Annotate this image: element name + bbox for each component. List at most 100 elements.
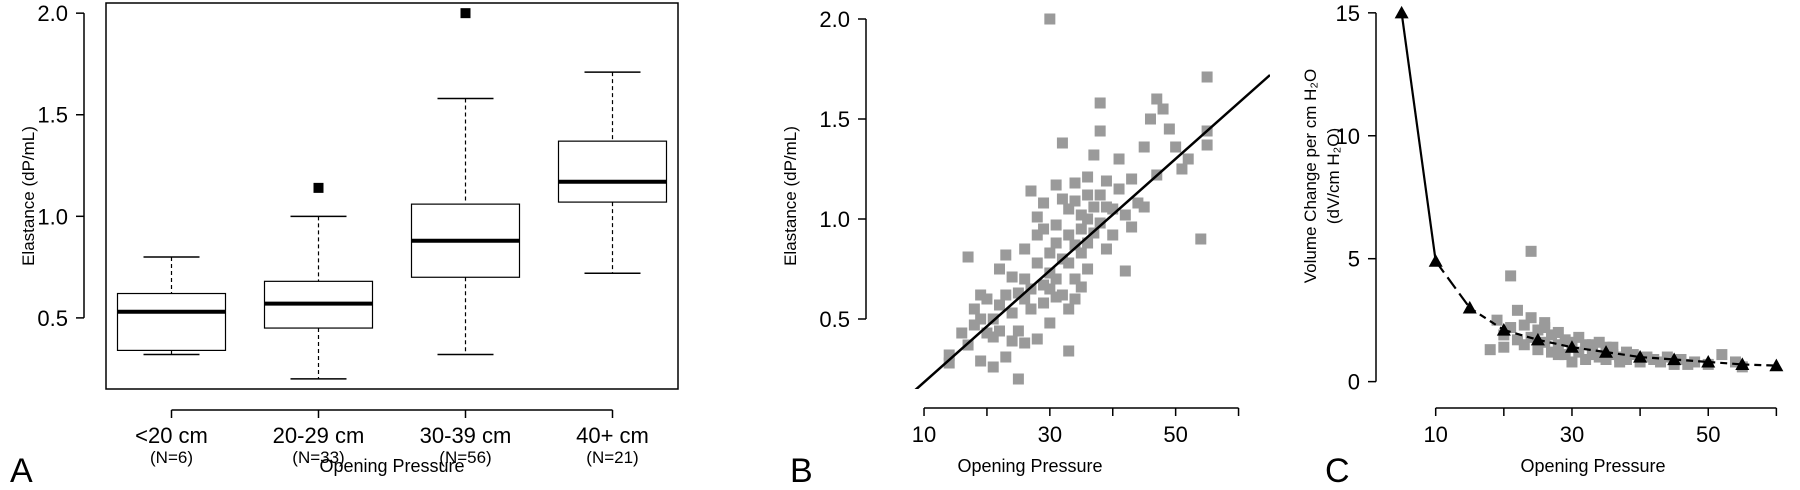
scatter-point [1689, 356, 1701, 368]
panel-a-frame [105, 2, 679, 390]
scatter-point [1525, 312, 1537, 324]
scatter-point [1648, 353, 1660, 365]
scatter-point [1006, 335, 1018, 347]
panel-b-x-tick-label: 10 [912, 422, 936, 447]
box-iqr [116, 292, 227, 351]
scatter-point [1050, 237, 1062, 249]
scatter-point [1031, 211, 1043, 223]
panel-a-count-label: (N=6) [150, 448, 193, 467]
scatter-point [1113, 153, 1125, 165]
scatter-point [1069, 273, 1081, 285]
scatter-point [1063, 257, 1075, 269]
scatter-point [1539, 322, 1551, 334]
scatter-point [1031, 229, 1043, 241]
scatter-point [1511, 304, 1523, 316]
scatter-point [1094, 189, 1106, 201]
panel-b-y-tick-label: 0.5 [819, 307, 850, 332]
panel-c-x-axis-label: Opening Pressure [1520, 456, 1665, 476]
scatter-point [987, 331, 999, 343]
scatter-point [1484, 344, 1496, 356]
panel-b-x-tick-label: 30 [1038, 422, 1062, 447]
scatter-point [994, 299, 1006, 311]
scatter-point [1498, 341, 1510, 353]
scatter-point [1539, 336, 1551, 348]
fitted-curve-point [1462, 300, 1477, 314]
scatter-point [1075, 281, 1087, 293]
scatter-point [1182, 153, 1194, 165]
scatter-point [1511, 334, 1523, 346]
scatter-point [1620, 353, 1632, 365]
scatter-point [1566, 356, 1578, 368]
scatter-point [1025, 283, 1037, 295]
scatter-point [1063, 203, 1075, 215]
panel-c: 0 5 10 15 10 30 50 Volume Change per cm H₂O (d… [1301, 1, 1784, 490]
scatter-point [1201, 71, 1213, 83]
panel-a-category-label: <20 cm [135, 423, 208, 448]
scatter-point [1044, 317, 1056, 329]
scatter-point [1505, 322, 1517, 334]
scatter-point [1063, 229, 1075, 241]
scatter-point [1056, 137, 1068, 149]
panel-a-category-label: 20-29 cm [273, 423, 365, 448]
scatter-point [1546, 346, 1558, 358]
scatter-point [1050, 179, 1062, 191]
scatter-point [1056, 193, 1068, 205]
scatter-point [943, 357, 955, 369]
panel-a-count-label: (N=33) [292, 448, 344, 467]
scatter-point [1546, 329, 1558, 341]
box-outlier-point [313, 182, 324, 193]
scatter-point [987, 313, 999, 325]
scatter-point [1031, 333, 1043, 345]
scatter-point [1050, 291, 1062, 303]
scatter-point [1069, 195, 1081, 207]
fitted-curve-segment [1503, 328, 1539, 341]
scatter-point [1088, 149, 1100, 161]
scatter-point [1038, 297, 1050, 309]
scatter-point [968, 319, 980, 331]
scatter-point [1000, 351, 1012, 363]
scatter-point [1126, 221, 1138, 233]
panel-a-y-tick-label: 1.0 [37, 204, 68, 229]
scatter-point [1012, 373, 1024, 385]
scatter-point [1573, 331, 1585, 343]
scatter-point [1580, 353, 1592, 365]
panel-c-y-tick-label: 15 [1336, 1, 1360, 26]
scatter-point [1050, 273, 1062, 285]
fitted-curve-segment [1605, 351, 1641, 359]
scatter-point [1627, 349, 1639, 361]
scatter-point [1063, 303, 1075, 315]
box-outlier-point [460, 8, 471, 19]
scatter-point [975, 355, 987, 367]
scatter-point [1044, 247, 1056, 259]
scatter-point [1019, 273, 1031, 285]
scatter-point [1019, 337, 1031, 349]
scatter-point [987, 361, 999, 373]
panel-b-y-axis-label: Elastance (dP/mL) [781, 126, 800, 266]
scatter-point [1119, 209, 1131, 221]
scatter-point [1119, 265, 1131, 277]
scatter-point [943, 349, 955, 361]
scatter-point [1025, 303, 1037, 315]
fitted-curve-point [1428, 254, 1443, 267]
scatter-point [1063, 345, 1075, 357]
panel-b-y-tick-label: 1.5 [819, 107, 850, 132]
scatter-point [1044, 267, 1056, 279]
panel-b-y-tick-label: 2.0 [819, 7, 850, 32]
fitted-curve-segment [1708, 360, 1743, 366]
fitted-curve-point [1599, 345, 1614, 358]
scatter-point [1729, 356, 1741, 368]
scatter-point [1069, 293, 1081, 305]
scatter-point [1600, 353, 1612, 365]
scatter-point [1518, 339, 1530, 351]
panel-c-y-tick-label: 0 [1348, 370, 1360, 395]
fitted-curve-point [1701, 354, 1716, 368]
panel-b: 0.5 1.0 1.5 2.0 10 30 50 Elastance (dP/mL) Ope… [781, 7, 1270, 490]
scatter-point [1006, 271, 1018, 283]
scatter-point [1031, 257, 1043, 269]
scatter-point [1491, 314, 1503, 326]
scatter-point [1620, 346, 1632, 358]
panel-c-x-tick-label: 30 [1560, 422, 1584, 447]
panel-c-x-tick-label: 50 [1696, 422, 1720, 447]
scatter-point [962, 339, 974, 351]
fitted-curve-segment [1571, 346, 1607, 354]
